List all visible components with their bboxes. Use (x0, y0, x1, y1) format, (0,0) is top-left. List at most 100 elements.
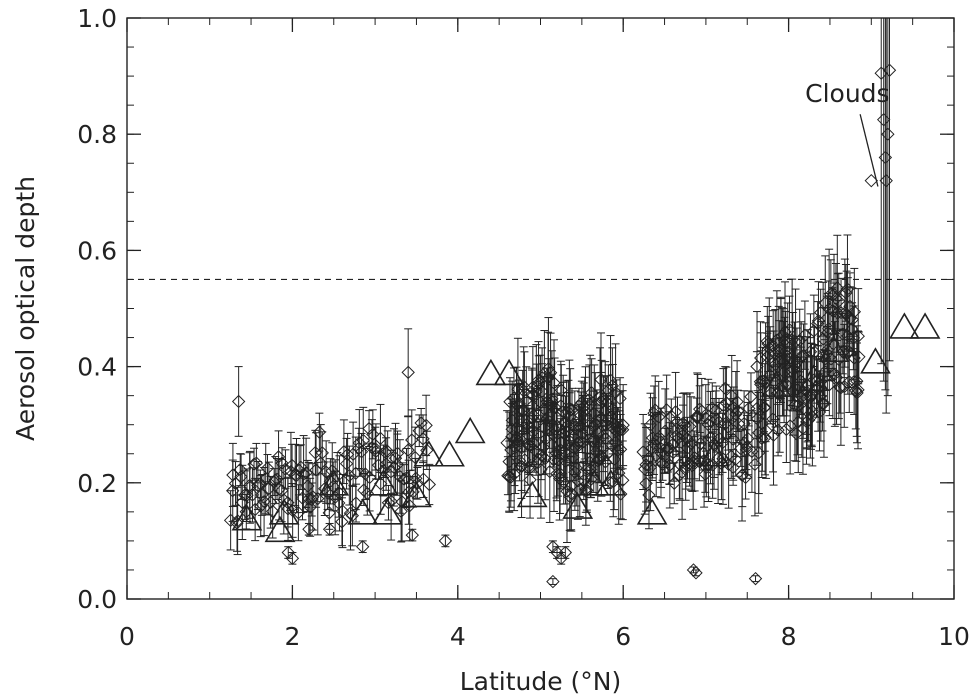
diamond-point (864, 173, 879, 188)
triangle-point (595, 469, 627, 496)
diamond-point (759, 423, 773, 438)
diamond-point (559, 419, 574, 434)
diamond-point (701, 417, 715, 432)
diamond-point (786, 385, 800, 399)
diamond-point (509, 397, 524, 411)
diamond-point (259, 471, 273, 486)
diamond-point (786, 355, 800, 369)
diamond-point (281, 502, 295, 516)
y-tick-label: 1.0 (77, 4, 117, 33)
diamond-point (330, 469, 344, 483)
diamond-point (691, 409, 705, 423)
diamond-point (512, 454, 527, 468)
diamond-point (643, 460, 658, 475)
diamond-point (526, 424, 540, 439)
diamond-point (322, 522, 337, 536)
diamond-point (721, 420, 735, 434)
diamond-point (807, 345, 822, 359)
diamond-point (522, 438, 537, 452)
diamond-point (240, 488, 254, 502)
diamond-point (231, 394, 246, 409)
diamond-point (390, 457, 405, 472)
x-tick-label: 6 (615, 622, 631, 651)
diamond-point (295, 491, 310, 505)
diamond-point (384, 465, 398, 479)
diamond-point (741, 431, 755, 446)
diamond-point (500, 436, 514, 450)
diamond-point (658, 424, 672, 438)
diamond-point (527, 418, 542, 432)
diamond-point (556, 404, 570, 419)
triangle-point (401, 480, 432, 508)
triangle-point (698, 440, 730, 467)
diamond-point (557, 445, 572, 459)
diamond-point (607, 452, 621, 467)
diamond-point (332, 486, 347, 501)
triangle-series (231, 312, 941, 543)
diamond-point (669, 429, 683, 443)
diamond-point (726, 432, 740, 447)
triangle-point (798, 364, 829, 392)
diamond-point (519, 393, 534, 407)
x-tick-label: 10 (938, 622, 970, 651)
diamond-point (356, 433, 370, 448)
y-tick-label: 0.4 (77, 353, 117, 382)
diamond-point (373, 431, 388, 446)
diamond-point (779, 422, 794, 437)
diamond-point (352, 436, 367, 450)
x-tick-label: 8 (781, 622, 797, 651)
diamond-point (787, 358, 802, 373)
y-tick-label: 0.2 (77, 469, 117, 498)
diamond-point (755, 374, 770, 388)
diamond-point (545, 392, 559, 406)
diamond-point (730, 394, 744, 409)
diamond-point (796, 348, 811, 363)
diamond-point (245, 488, 260, 502)
diamond-point (851, 329, 865, 343)
diamond-point (390, 446, 405, 461)
diamond-point (502, 454, 516, 469)
diamond-point (836, 327, 850, 341)
diamond-point (874, 66, 888, 80)
diamond-point (606, 402, 620, 416)
diamond-point (543, 365, 558, 380)
diamond-point (553, 442, 568, 457)
error-bar-layer (226, 18, 894, 585)
diamond-point (638, 462, 652, 476)
diamond-point (784, 364, 798, 378)
diamond-point (560, 484, 574, 498)
diamond-point (778, 325, 792, 339)
diamond-point (639, 476, 653, 491)
diamond-point (410, 476, 425, 491)
diamond-point (828, 367, 842, 381)
diamond-point (712, 431, 727, 446)
diamond-point (731, 404, 745, 418)
diamond-point (565, 402, 579, 417)
diamond-point (419, 418, 433, 433)
triangle-point (347, 498, 379, 525)
diamond-point (510, 421, 524, 435)
diamond-point (680, 441, 695, 455)
diamond-point (689, 566, 703, 580)
clouds-annotation: Clouds (805, 79, 889, 108)
triangle-point (318, 469, 350, 496)
diamond-point (422, 477, 437, 492)
diamond-point (594, 395, 609, 409)
diamond-point (744, 390, 758, 404)
diamond-point (550, 467, 564, 481)
diamond-point (239, 505, 253, 519)
diamond-point (605, 379, 620, 393)
diamond-point (642, 488, 656, 502)
diamond-point (695, 404, 709, 418)
triangle-point (268, 498, 300, 525)
diamond-point (362, 421, 376, 436)
diamond-point (337, 445, 351, 459)
diamond-point (879, 173, 893, 188)
diamond-point (648, 403, 662, 417)
diamond-point (796, 402, 810, 416)
diamond-point (340, 447, 355, 462)
diamond-point (571, 437, 585, 451)
diamond-point (516, 403, 531, 418)
diamond-point (247, 457, 261, 471)
diamond-point (523, 460, 537, 475)
